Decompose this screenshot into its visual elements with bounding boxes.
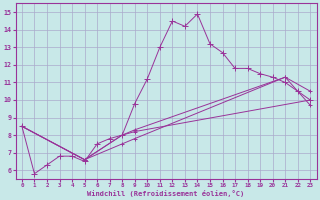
X-axis label: Windchill (Refroidissement éolien,°C): Windchill (Refroidissement éolien,°C) [87,190,245,197]
